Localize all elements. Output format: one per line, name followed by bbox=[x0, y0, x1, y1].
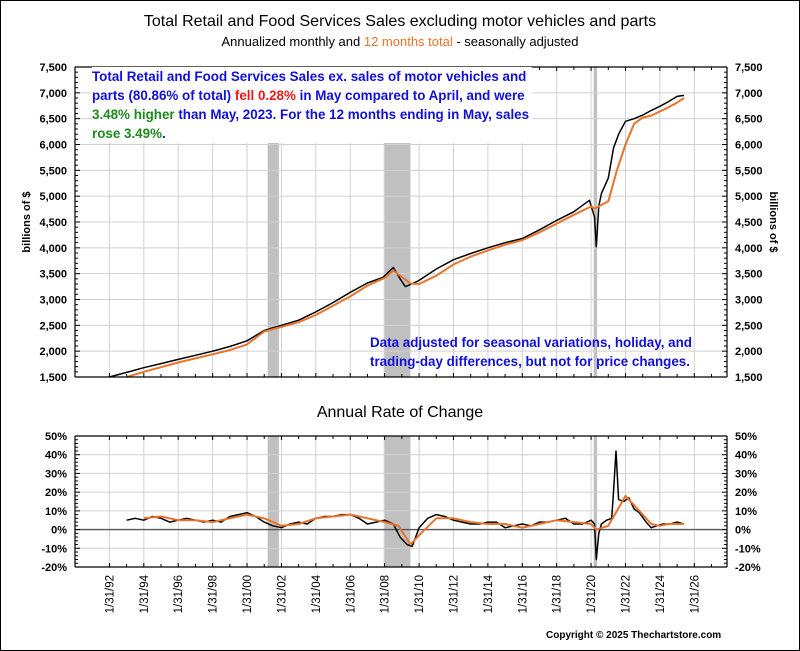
recession-bar bbox=[593, 436, 598, 567]
y-tick-label-left: 5,500 bbox=[39, 165, 67, 177]
note-text-7: . bbox=[161, 126, 166, 141]
note-text-1: Total Retail and Food Services Sales ex.… bbox=[92, 69, 527, 103]
y-tick-label-left: 20% bbox=[45, 487, 67, 499]
y-tick-label-left: -10% bbox=[41, 543, 67, 555]
y-tick-label-right: 2,000 bbox=[735, 346, 763, 358]
y-tick-label-left: 6,000 bbox=[39, 140, 67, 152]
y-tick-label-right: 30% bbox=[735, 468, 757, 480]
subtitle-part2: - seasonally adjusted bbox=[452, 34, 579, 49]
x-tick-label: 1/31/06 bbox=[345, 575, 357, 613]
y-tick-label-right: 7,000 bbox=[735, 88, 763, 100]
y-tick-label-left: 10% bbox=[45, 506, 67, 518]
series-line-monthly bbox=[109, 94, 685, 378]
x-tick-label: 1/31/02 bbox=[276, 575, 288, 613]
y-tick-label-left: 6,500 bbox=[39, 114, 67, 126]
y-tick-label-left: 7,500 bbox=[39, 62, 67, 74]
x-tick-label: 1/31/20 bbox=[586, 575, 598, 613]
x-tick-label: 1/31/92 bbox=[104, 575, 116, 613]
y-tick-label-right: 50% bbox=[735, 431, 757, 443]
y-tick-label-left: 2,500 bbox=[39, 320, 67, 332]
x-tick-label: 1/31/10 bbox=[414, 575, 426, 613]
y-tick-label-right: 20% bbox=[735, 487, 757, 499]
x-tick-label: 1/31/94 bbox=[139, 574, 151, 613]
series-line-monthly bbox=[126, 450, 685, 561]
note-decline: fell 0.28% bbox=[234, 88, 296, 103]
note-text-5: than May, 2023. For the 12 months ending… bbox=[174, 107, 530, 122]
lower-panel-title: Annual Rate of Change bbox=[316, 404, 484, 421]
y-tick-label-left: -20% bbox=[41, 562, 67, 574]
series-line-12-month bbox=[143, 494, 684, 546]
y-tick-label-left: 5,000 bbox=[39, 191, 67, 203]
note-12month-change: rose 3.49% bbox=[92, 126, 162, 141]
seasonal-adjustment-note: Data adjusted for seasonal variations, h… bbox=[370, 335, 692, 369]
y-tick-label-right: 1,500 bbox=[735, 372, 763, 384]
y-tick-label-left: 30% bbox=[45, 468, 67, 480]
y-tick-label-right: 0% bbox=[735, 525, 751, 537]
subtitle-highlight: 12 months total bbox=[363, 34, 453, 49]
x-tick-label: 1/31/08 bbox=[380, 575, 392, 613]
y-tick-label-left: 3,000 bbox=[39, 295, 67, 307]
y-tick-label-right: 2,500 bbox=[735, 320, 763, 332]
x-tick-label: 1/31/96 bbox=[173, 575, 185, 613]
y-tick-label-left: 1,500 bbox=[39, 372, 67, 384]
y-tick-label-left: 40% bbox=[45, 450, 67, 462]
y-tick-label-left: 50% bbox=[45, 431, 67, 443]
chart-subtitle: Annualized monthly and 12 months total -… bbox=[0, 34, 800, 49]
y-tick-label-right: -20% bbox=[735, 562, 761, 574]
y-tick-label-left: 4,000 bbox=[39, 243, 67, 255]
note-text-3: in May compared to April, and were bbox=[295, 88, 525, 103]
y-axis-title-left: billions of $ bbox=[21, 191, 33, 252]
recession-bar bbox=[383, 436, 411, 567]
y-tick-label-right: 7,500 bbox=[735, 62, 763, 74]
y-axis-title-right: billions of $ bbox=[767, 191, 779, 252]
x-tick-label: 1/31/14 bbox=[483, 574, 495, 613]
chart-title: Total Retail and Food Services Sales exc… bbox=[143, 13, 657, 30]
y-tick-label-left: 2,000 bbox=[39, 346, 67, 358]
y-tick-label-right: 3,000 bbox=[735, 295, 763, 307]
y-tick-label-right: 6,500 bbox=[735, 114, 763, 126]
y-tick-label-right: 3,500 bbox=[735, 269, 763, 281]
x-tick-label: 1/31/26 bbox=[689, 575, 701, 613]
x-tick-label: 1/31/18 bbox=[552, 575, 564, 613]
y-tick-label-right: 5,500 bbox=[735, 165, 763, 177]
x-tick-label: 1/31/22 bbox=[621, 575, 633, 613]
y-tick-label-left: 0% bbox=[51, 525, 67, 537]
y-tick-label-right: 4,500 bbox=[735, 217, 763, 229]
note-yoy-change: 3.48% higher bbox=[92, 107, 175, 122]
y-tick-label-right: 10% bbox=[735, 506, 757, 518]
x-tick-label: 1/31/12 bbox=[449, 575, 461, 613]
y-tick-label-right: 6,000 bbox=[735, 140, 763, 152]
subtitle-part1: Annualized monthly and bbox=[221, 34, 364, 49]
top-panel: 1,500 1,500 2,000 2,000 2,500 2,500 3,000 3,000… bbox=[21, 62, 779, 384]
y-tick-label-left: 3,500 bbox=[39, 269, 67, 281]
x-tick-label: 1/31/24 bbox=[655, 574, 667, 613]
sales-summary-note: Total Retail and Food Services Sales ex.… bbox=[92, 67, 532, 143]
x-tick-label: 1/31/98 bbox=[208, 575, 220, 613]
y-tick-label-right: 4,000 bbox=[735, 243, 763, 255]
series-line-12-month bbox=[126, 97, 685, 378]
copyright-text: Copyright © 2025 Thechartstore.com bbox=[546, 630, 722, 641]
y-tick-label-left: 4,500 bbox=[39, 217, 67, 229]
x-tick-label: 1/31/04 bbox=[311, 574, 323, 613]
y-tick-label-right: -10% bbox=[735, 543, 761, 555]
x-tick-label: 1/31/16 bbox=[517, 575, 529, 613]
recession-bar bbox=[267, 436, 279, 567]
y-tick-label-left: 7,000 bbox=[39, 88, 67, 100]
x-tick-label: 1/31/00 bbox=[242, 575, 254, 613]
y-tick-label-right: 40% bbox=[735, 450, 757, 462]
bottom-panel: -20% -20% -10% -10% 0% 0% 10% 10% 20% 20% 30% 30% 40… bbox=[41, 431, 761, 613]
y-tick-label-right: 5,000 bbox=[735, 191, 763, 203]
